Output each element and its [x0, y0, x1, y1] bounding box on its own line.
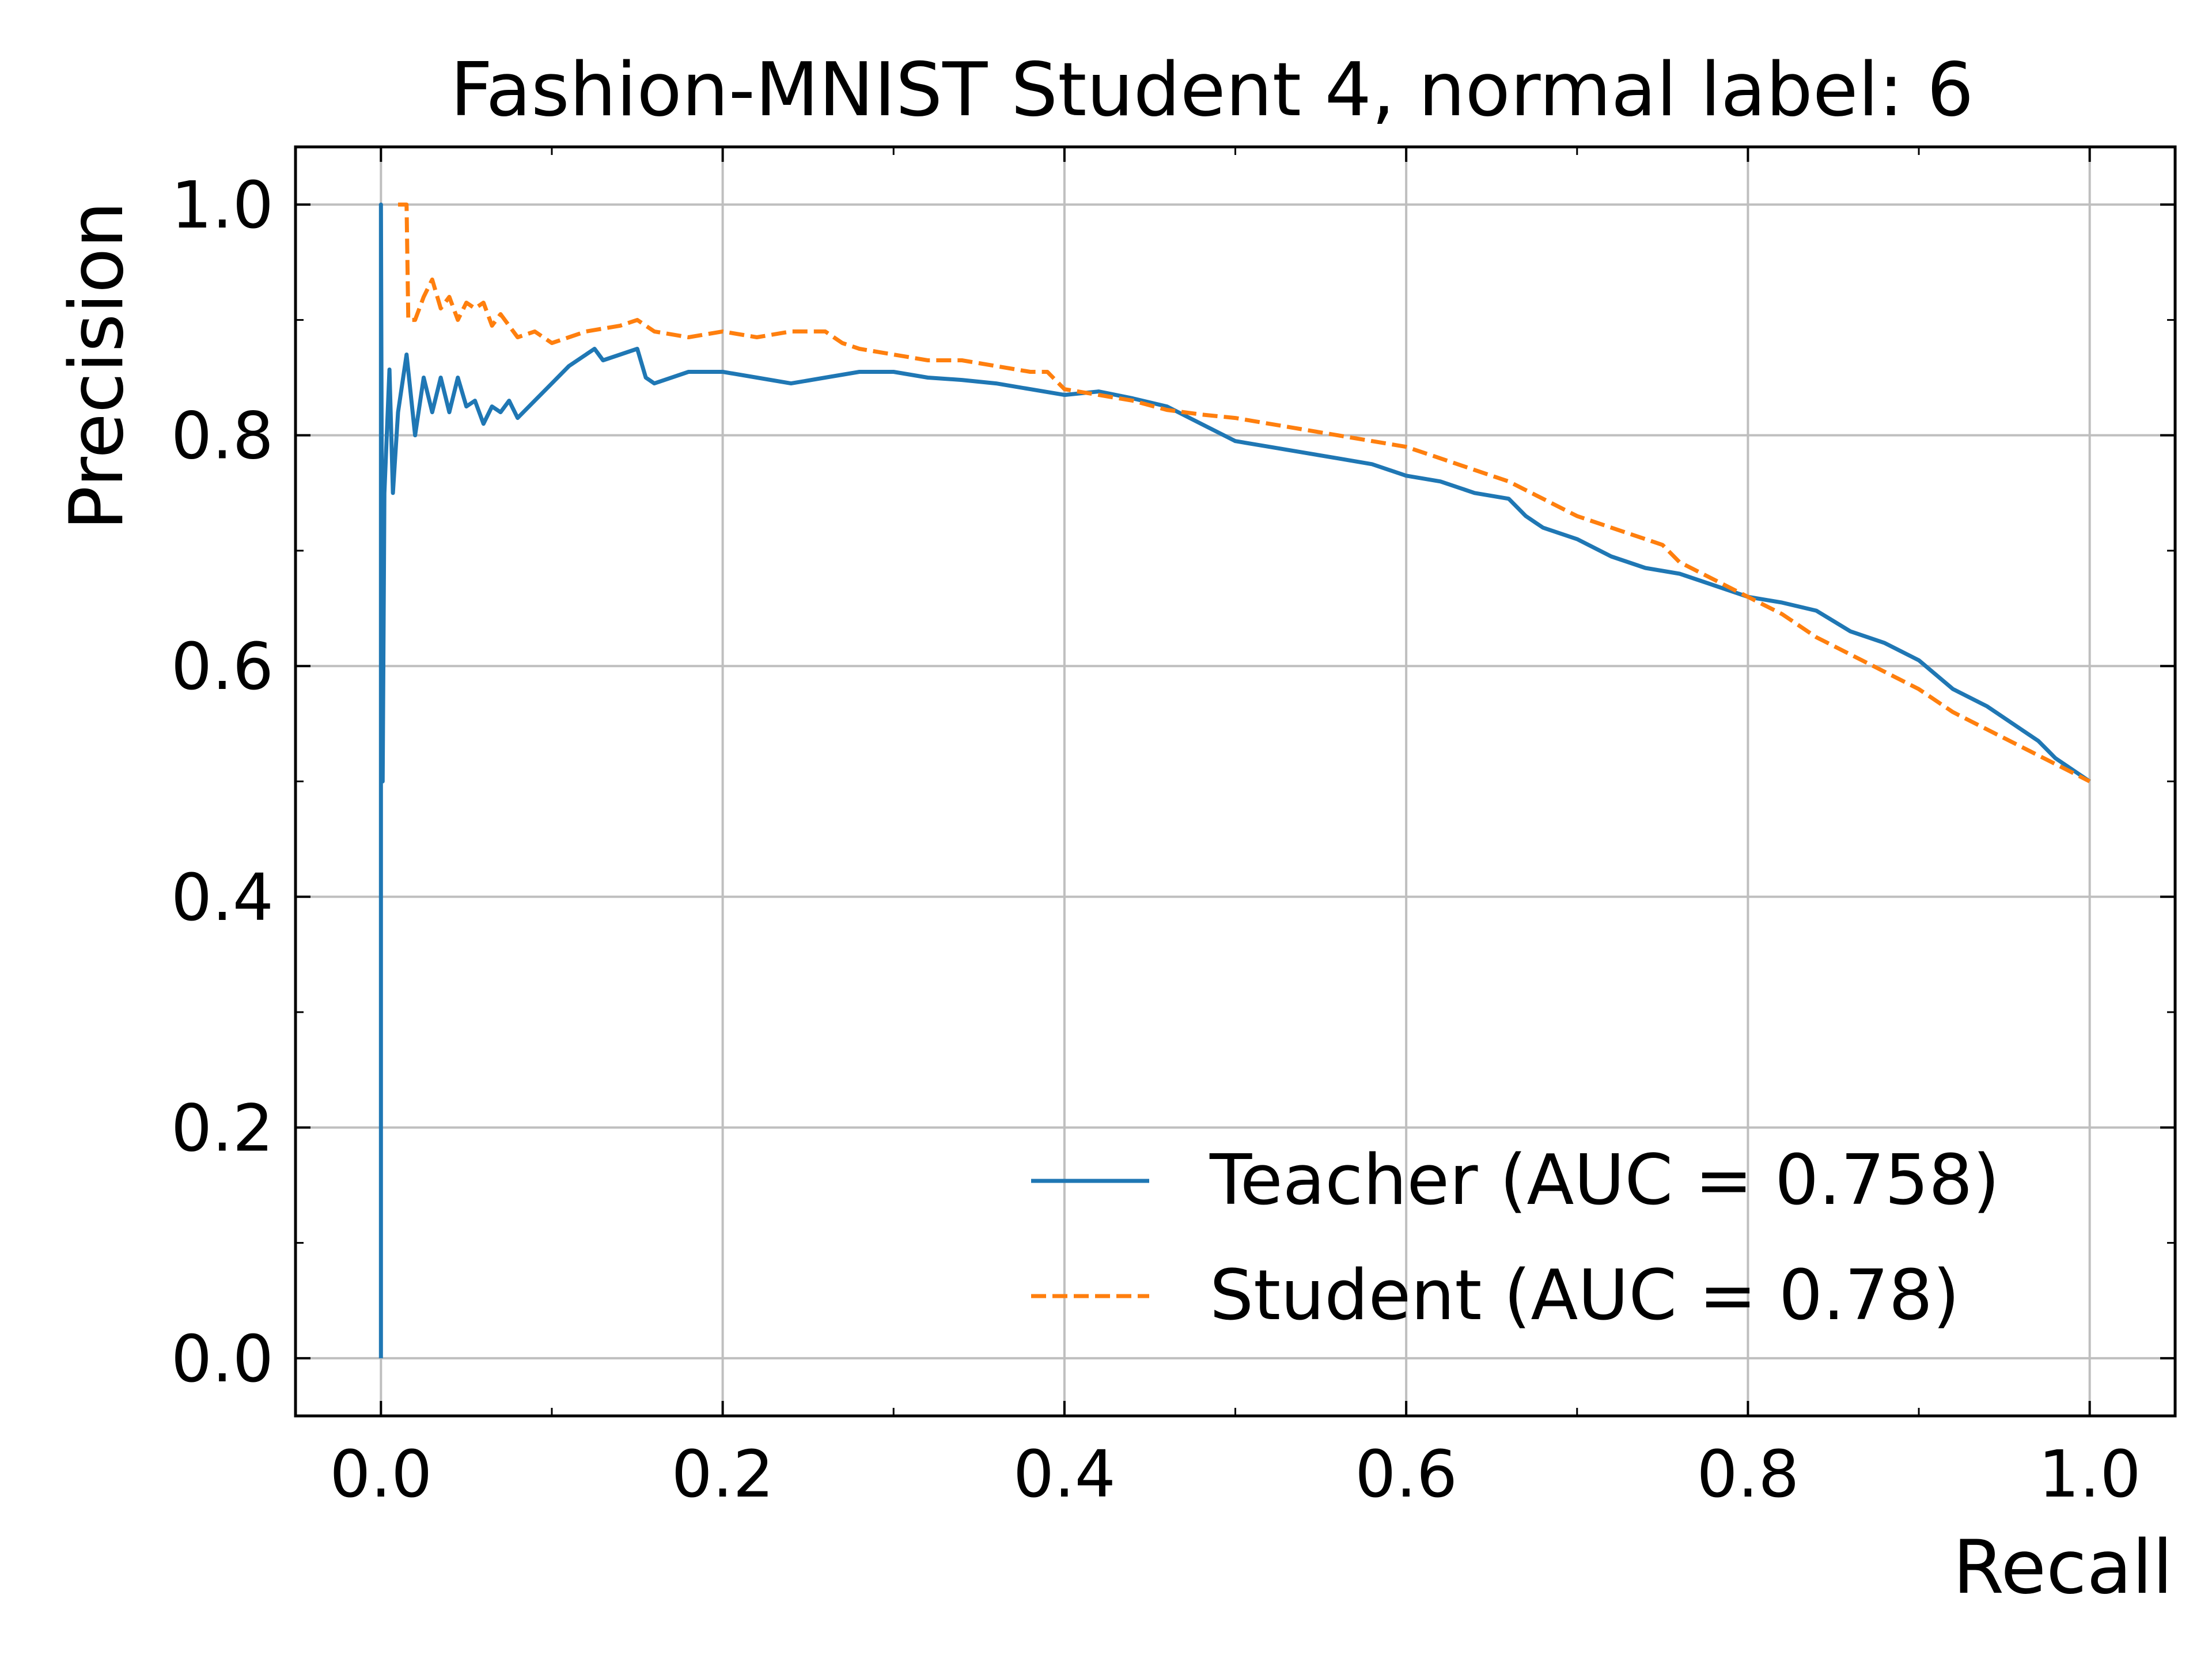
- legend-label-0: Teacher (AUC = 0.758): [1209, 1141, 1999, 1221]
- x-tick-label-1: 0.2: [672, 1437, 774, 1512]
- y-tick-label-3: 0.6: [171, 630, 274, 704]
- y-tick-label-4: 0.8: [171, 399, 274, 474]
- x-tick-labels: 0.0 0.2 0.4 0.6 0.8 1.0: [329, 1437, 2141, 1512]
- y-tick-label-2: 0.4: [171, 861, 274, 935]
- y-axis-label: Precision: [54, 201, 140, 530]
- x-tick-label-4: 0.8: [1696, 1437, 1799, 1512]
- x-tick-label-3: 0.6: [1355, 1437, 1457, 1512]
- y-tick-label-1: 0.2: [171, 1091, 274, 1166]
- chart-title: Fashion-MNIST Student 4, normal label: 6: [450, 47, 1974, 133]
- x-axis-label: Recall: [1953, 1525, 2173, 1611]
- y-tick-labels: 0.0 0.2 0.4 0.6 0.8 1.0: [171, 168, 274, 1397]
- x-tick-label-0: 0.0: [329, 1437, 432, 1512]
- y-tick-label-5: 1.0: [171, 168, 274, 243]
- x-tick-label-5: 1.0: [2039, 1437, 2141, 1512]
- series-line-dashed-1: [398, 202, 2091, 783]
- legend: Teacher (AUC = 0.758) Student (AUC = 0.78…: [1031, 1141, 1999, 1336]
- tick-marks: [296, 147, 2175, 1416]
- series-line-solid-0: [378, 202, 2091, 1358]
- legend-label-1: Student (AUC = 0.78): [1210, 1256, 1960, 1336]
- x-tick-label-2: 0.4: [1013, 1437, 1116, 1512]
- y-tick-label-0: 0.0: [171, 1322, 274, 1397]
- series-lines: [378, 202, 2091, 1358]
